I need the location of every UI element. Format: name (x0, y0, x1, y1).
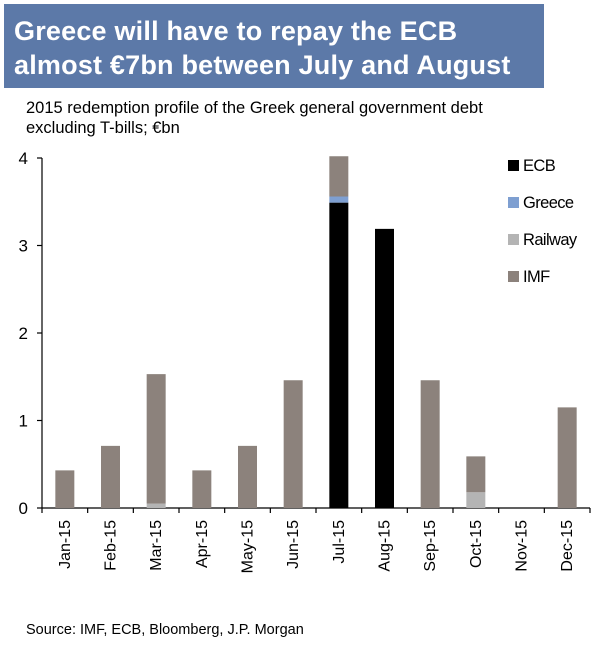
x-tick-label: Oct-15 (468, 520, 485, 568)
chart-title-line-2: almost €7bn between July and August (14, 50, 511, 80)
y-tick-label: 2 (19, 324, 28, 343)
bar-imf (466, 456, 486, 493)
legend-swatch-imf (508, 271, 519, 282)
chart-title-line-1: Greece will have to repay the ECB (14, 16, 458, 46)
bar-imf (146, 374, 166, 504)
title-banner: Greece will have to repay the ECB almost… (4, 4, 544, 88)
legend-label-greece: Greece (523, 194, 574, 212)
x-tick-label: Mar-15 (148, 520, 165, 571)
bar-railway (146, 503, 166, 508)
bar-imf (101, 445, 120, 508)
x-tick-label: Dec-15 (559, 520, 576, 572)
legend-swatch-railway (508, 234, 519, 245)
bar-imf (283, 380, 303, 508)
bar-greece (329, 196, 349, 203)
x-tick-label: Jul-15 (331, 520, 348, 564)
bar-railway (466, 492, 486, 508)
legend-swatch-greece (508, 197, 519, 208)
y-tick-label: 3 (19, 237, 28, 256)
subtitle-line-2: excluding T-bills; €bn (26, 119, 180, 137)
y-tick-label: 1 (19, 412, 28, 431)
subtitle-line-1: 2015 redemption profile of the Greek gen… (26, 99, 483, 117)
bar-ecb (375, 228, 394, 508)
chart-subtitle: 2015 redemption profile of the Greek gen… (26, 98, 586, 138)
bar-imf (420, 380, 440, 508)
legend-label-ecb: ECB (523, 157, 556, 175)
x-tick-label: Jan-15 (57, 520, 74, 569)
bar-ecb (329, 202, 349, 508)
bar-imf (55, 470, 75, 508)
bar-imf (329, 156, 349, 197)
x-tick-label: Sep-15 (422, 520, 439, 572)
legend-label-imf: IMF (523, 268, 550, 286)
x-tick-label: Apr-15 (194, 520, 211, 568)
legend-swatch-ecb (508, 160, 519, 171)
source-note: Source: IMF, ECB, Bloomberg, J.P. Morgan (26, 622, 304, 638)
x-tick-label: Feb-15 (103, 520, 120, 571)
y-tick-label: 0 (19, 499, 28, 518)
x-tick-label: Nov-15 (514, 520, 531, 572)
bar-imf (238, 445, 257, 508)
legend-label-railway: Railway (523, 231, 578, 249)
x-tick-label: Jun-15 (285, 520, 302, 569)
x-tick-label: Aug-15 (377, 520, 394, 572)
x-tick-label: May-15 (240, 520, 257, 573)
y-tick-label: 4 (19, 149, 28, 168)
bar-imf (192, 470, 212, 508)
bar-imf (557, 407, 577, 508)
